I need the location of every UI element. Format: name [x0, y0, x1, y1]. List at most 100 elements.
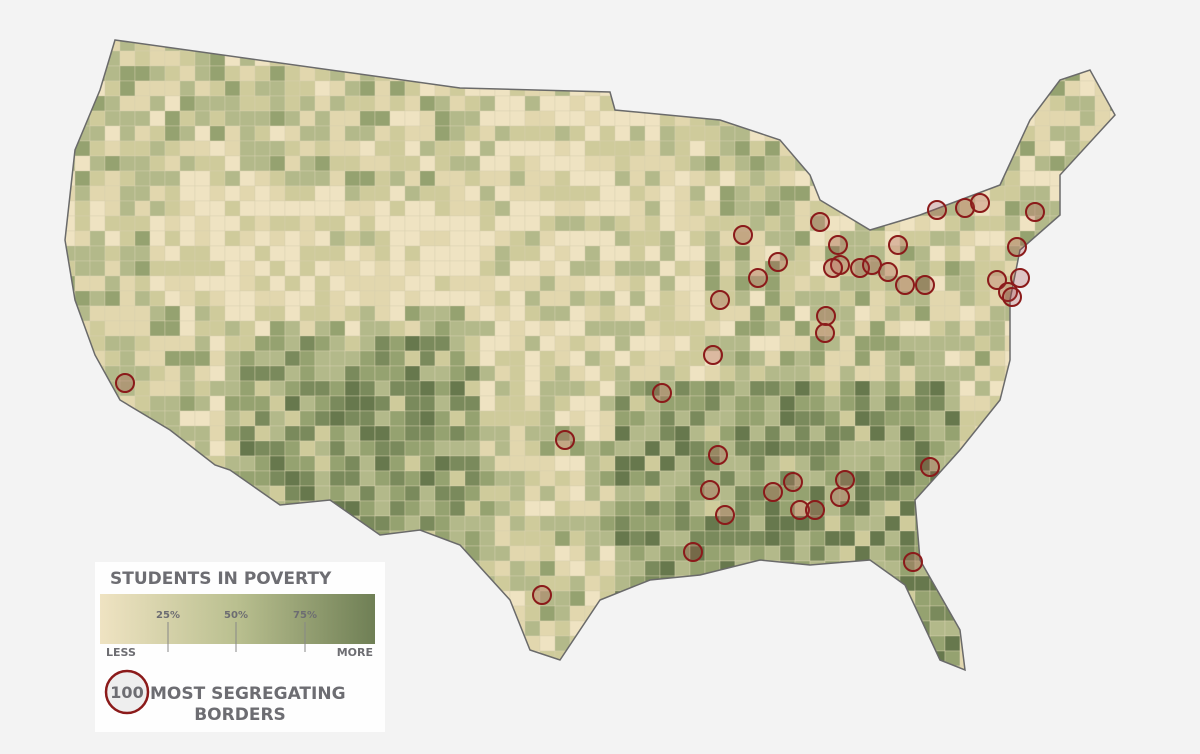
county: [344, 485, 361, 502]
county: [599, 125, 616, 142]
county: [374, 290, 391, 307]
county: [299, 470, 316, 487]
county: [899, 485, 916, 502]
county: [659, 470, 676, 487]
county: [254, 245, 271, 262]
county: [464, 530, 481, 547]
county: [1064, 125, 1081, 142]
county: [314, 455, 331, 472]
county: [779, 335, 796, 352]
county: [824, 530, 841, 547]
county: [344, 170, 361, 187]
county: [734, 140, 751, 157]
county: [359, 425, 376, 442]
county: [314, 155, 331, 172]
county: [389, 485, 406, 502]
county: [794, 350, 811, 367]
county: [329, 320, 346, 337]
county: [359, 290, 376, 307]
county: [764, 365, 781, 382]
county: [449, 305, 466, 322]
county: [509, 395, 526, 412]
county: [104, 275, 121, 292]
county: [719, 275, 736, 292]
county: [119, 170, 136, 187]
county: [584, 515, 601, 532]
county: [494, 140, 511, 157]
county: [914, 305, 931, 322]
border-ring: [830, 487, 850, 507]
county: [239, 95, 256, 112]
county: [314, 200, 331, 217]
county: [449, 515, 466, 532]
county: [239, 200, 256, 217]
county: [584, 500, 601, 517]
county: [284, 365, 301, 382]
county: [704, 125, 721, 142]
county: [359, 200, 376, 217]
county: [494, 155, 511, 172]
county: [659, 260, 676, 277]
county: [674, 230, 691, 247]
county: [974, 290, 991, 307]
legend-low: LESS: [106, 646, 136, 659]
county: [839, 530, 856, 547]
border-ring: [710, 290, 730, 310]
county: [449, 320, 466, 337]
county: [449, 455, 466, 472]
county: [779, 410, 796, 427]
county: [209, 320, 226, 337]
county: [629, 215, 646, 232]
county: [314, 485, 331, 502]
county: [629, 275, 646, 292]
county: [764, 425, 781, 442]
county: [794, 395, 811, 412]
county: [539, 425, 556, 442]
county: [629, 515, 646, 532]
county: [734, 335, 751, 352]
county: [809, 380, 826, 397]
county: [134, 380, 151, 397]
county: [509, 110, 526, 127]
county: [299, 305, 316, 322]
county: [209, 305, 226, 322]
county: [599, 575, 616, 592]
county: [389, 170, 406, 187]
county: [209, 275, 226, 292]
county: [884, 305, 901, 322]
county: [1049, 95, 1066, 112]
county: [149, 200, 166, 217]
county: [179, 50, 196, 67]
county: [239, 65, 256, 82]
county: [569, 290, 586, 307]
county: [524, 365, 541, 382]
county: [944, 395, 961, 412]
county: [344, 335, 361, 352]
county: [164, 110, 181, 127]
county: [134, 95, 151, 112]
county: [134, 110, 151, 127]
county: [929, 440, 946, 457]
county: [179, 305, 196, 322]
county: [419, 485, 436, 502]
county: [764, 155, 781, 172]
county: [254, 440, 271, 457]
county: [809, 260, 826, 277]
county: [629, 530, 646, 547]
county: [194, 215, 211, 232]
county: [254, 200, 271, 217]
county: [389, 320, 406, 337]
county: [794, 275, 811, 292]
county: [899, 470, 916, 487]
county: [524, 215, 541, 232]
county: [524, 455, 541, 472]
county: [1034, 140, 1051, 157]
county: [644, 515, 661, 532]
county: [119, 140, 136, 157]
county: [869, 305, 886, 322]
county: [299, 350, 316, 367]
county: [554, 620, 571, 637]
county: [494, 290, 511, 307]
county: [809, 275, 826, 292]
county: [719, 335, 736, 352]
